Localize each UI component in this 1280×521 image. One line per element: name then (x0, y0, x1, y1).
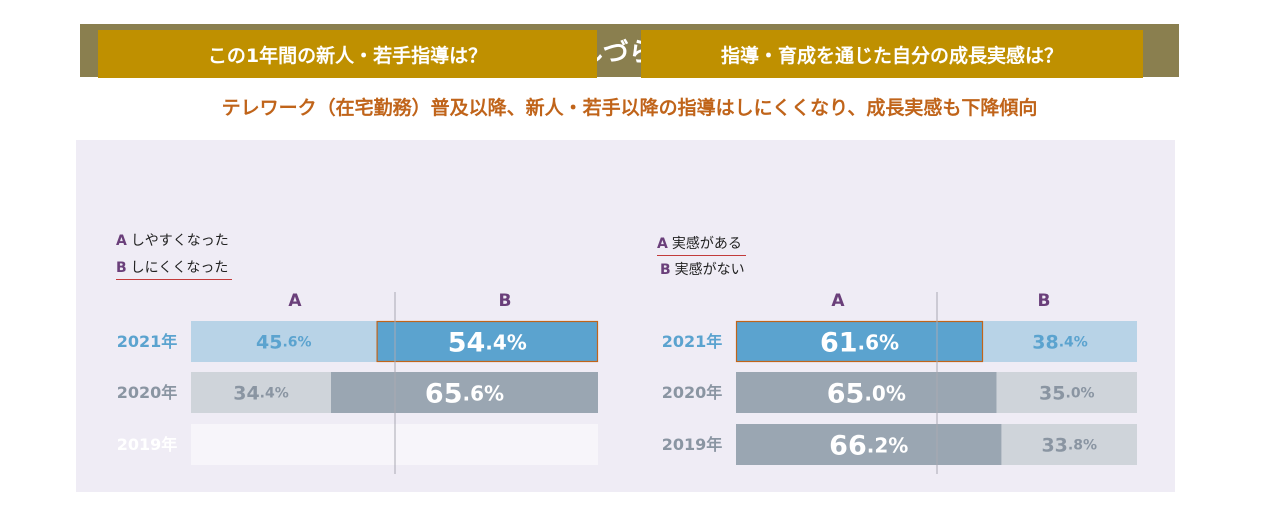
column-header-b: B (1038, 291, 1051, 311)
legend-label: 実感がない (674, 262, 745, 278)
data-label-a: 66.2% (829, 430, 908, 461)
column-header-a: A (288, 291, 302, 311)
bar-a (191, 372, 332, 413)
column-header-b: B (499, 291, 512, 311)
category-label: 2021年 (117, 332, 178, 351)
data-label-a: 45.6% (256, 332, 312, 354)
data-label-b: 65.6% (425, 378, 504, 409)
main-subtitle: テレワーク（在宅勤務）普及以降、新人・若手以降の指導はしにくくなり、成長実感も下… (221, 97, 1038, 119)
chart-title-right: 指導・育成を通じた自分の成長実感は？ (641, 30, 1143, 78)
category-label: 2019年 (117, 435, 178, 454)
data-label-b: 35.0% (1039, 383, 1095, 405)
category-label: 2020年 (117, 383, 178, 402)
bar-highlight-outline (376, 320, 599, 363)
bar-b (331, 372, 598, 413)
bar-a (736, 424, 1002, 465)
category-label: 2019年 (662, 435, 723, 454)
bar-b (983, 321, 1137, 362)
legend-label: しやすくなった (130, 233, 229, 249)
legend-item-a-left: A しやすくなった (116, 230, 229, 252)
bar-a (736, 372, 997, 413)
data-label-a: 61.6% (820, 327, 899, 358)
bar-highlight-outline (735, 320, 984, 363)
legend-item-b-left: B しにくくなった (116, 257, 233, 280)
data-label-a: 34.4% (233, 383, 289, 405)
bar-a (191, 321, 377, 362)
legend-key: A (116, 233, 127, 249)
bar-b (376, 321, 598, 362)
data-label-b: 54.4% (448, 327, 527, 358)
legend-key: A (657, 236, 668, 252)
category-label: 2021年 (662, 332, 723, 351)
column-header-a: A (831, 291, 845, 311)
legend-label: しにくくなった (130, 260, 229, 276)
bar-b (1001, 424, 1137, 465)
legend-item-a-right: A 実感がある (657, 233, 746, 256)
data-label-b: 33.8% (1041, 435, 1097, 457)
legend-key: B (116, 260, 127, 276)
legend-key: B (660, 262, 671, 278)
bar-a (736, 321, 984, 362)
chart-title-left: この1年間の新人・若手指導は？ (98, 30, 597, 78)
category-label: 2020年 (662, 383, 723, 402)
bar-b (996, 372, 1137, 413)
data-label-a: 65.0% (827, 378, 906, 409)
legend-label: 実感がある (671, 236, 742, 252)
legend-item-b-right: B 実感がない (660, 259, 745, 281)
data-label-b: 38.4% (1032, 332, 1088, 354)
